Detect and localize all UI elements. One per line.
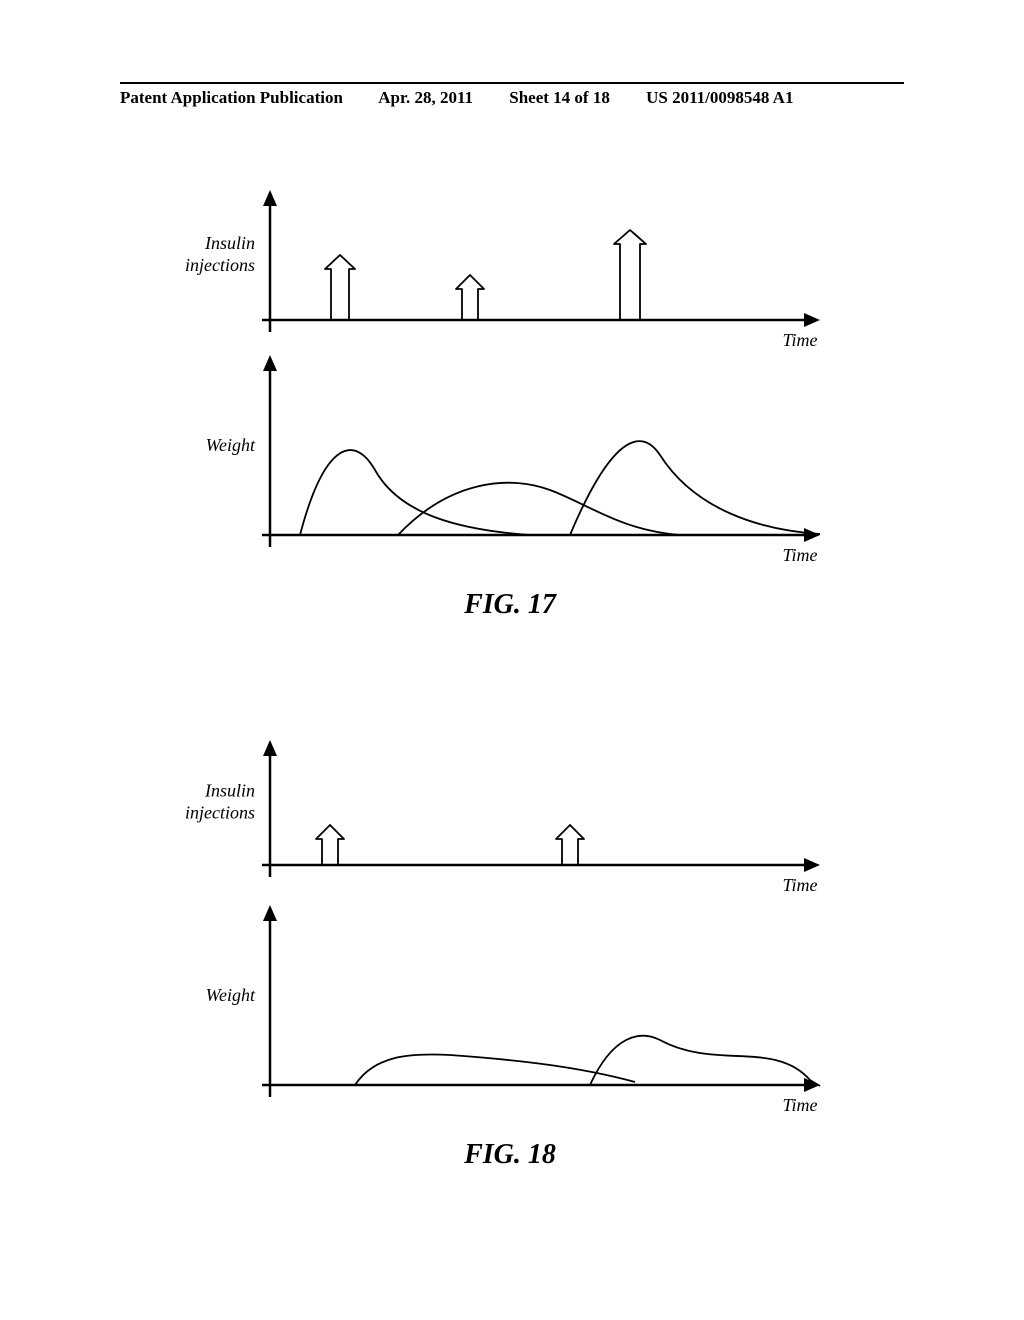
- header-date: Apr. 28, 2011: [378, 88, 473, 107]
- header-sheet: Sheet 14 of 18: [509, 88, 610, 107]
- fig17-svg: Insulininjections Time Weight Time: [140, 180, 880, 580]
- svg-text:Insulin: Insulin: [204, 233, 255, 253]
- figure-fig18: Insulininjections Time Weight Time FIG. 18: [140, 730, 880, 1171]
- fig18-svg: Insulininjections Time Weight Time: [140, 730, 880, 1130]
- svg-text:Weight: Weight: [206, 435, 256, 455]
- svg-text:Insulin: Insulin: [204, 781, 255, 801]
- svg-text:Time: Time: [782, 875, 817, 895]
- header-left: Patent Application Publication: [120, 88, 343, 107]
- fig17-label: FIG. 17: [140, 589, 880, 621]
- svg-text:injections: injections: [185, 803, 255, 823]
- page-header: Patent Application Publication Apr. 28, …: [120, 82, 904, 108]
- svg-text:Weight: Weight: [206, 985, 256, 1005]
- fig18-label: FIG. 18: [140, 1139, 880, 1171]
- figure-fig17: Insulininjections Time Weight Time FIG. 17: [140, 180, 880, 621]
- svg-text:Time: Time: [782, 1095, 817, 1115]
- svg-text:injections: injections: [185, 255, 255, 275]
- svg-text:Time: Time: [782, 545, 817, 565]
- svg-text:Time: Time: [782, 330, 817, 350]
- header-pubno: US 2011/0098548 A1: [646, 88, 793, 107]
